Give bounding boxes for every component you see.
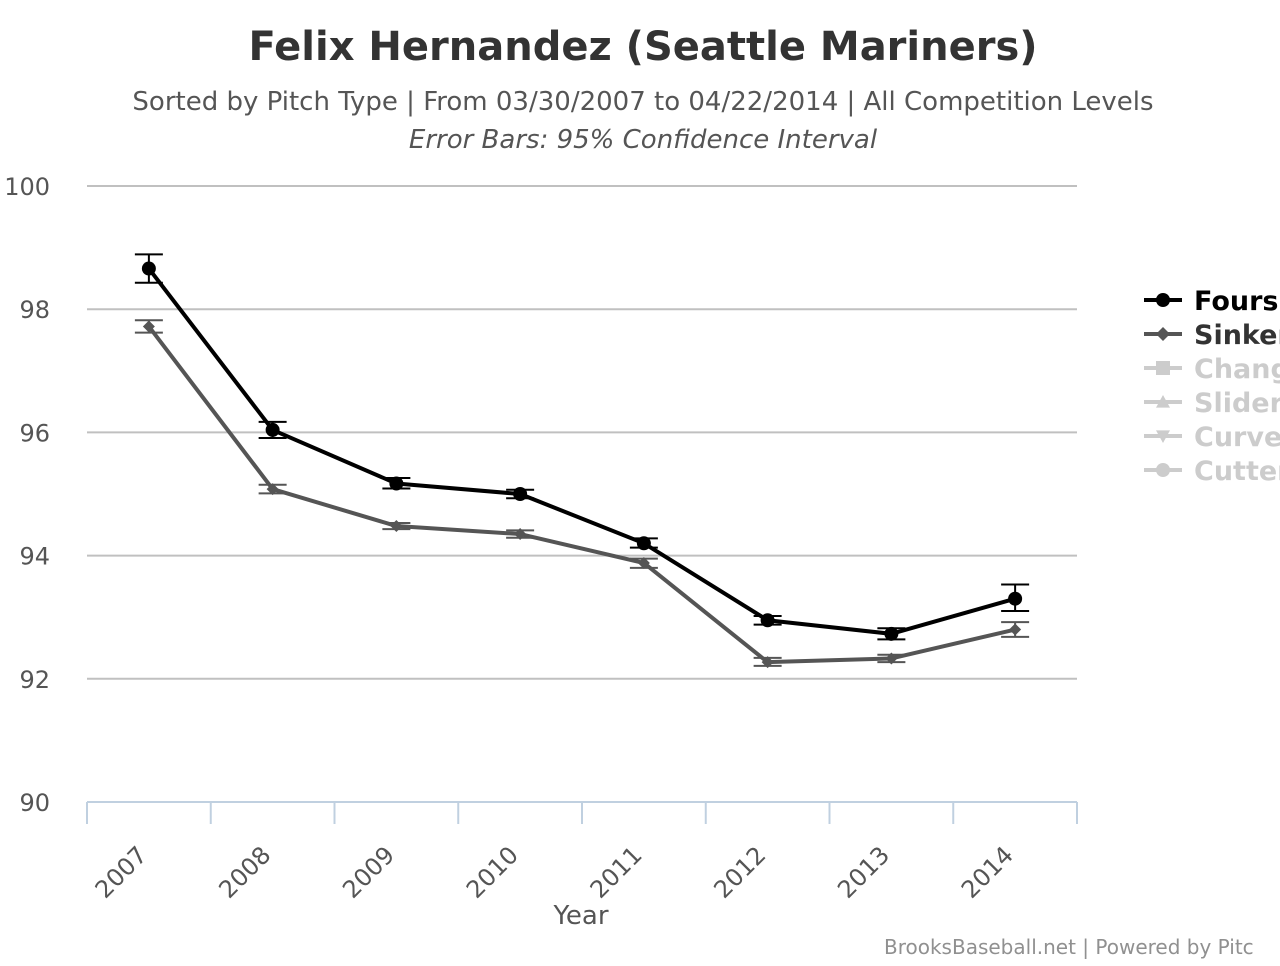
legend-item-slider[interactable]: Slider (1144, 388, 1280, 419)
y-tick-label: 94 (19, 543, 50, 571)
legend-label: Chang (1194, 354, 1280, 385)
data-point[interactable] (1008, 591, 1023, 606)
grid-lines (87, 185, 1077, 680)
legend-marker[interactable] (1156, 327, 1170, 341)
series-line-fours[interactable] (147, 267, 1016, 636)
series-fours (134, 253, 1030, 641)
data-point[interactable] (390, 520, 403, 533)
data-point[interactable] (884, 626, 899, 641)
legend-item-fours[interactable]: Fours (1144, 286, 1279, 317)
x-tick-label: 2012 (708, 841, 771, 904)
data-point[interactable] (141, 261, 156, 276)
series-line-sinker[interactable] (147, 325, 1016, 665)
legend-item-chang[interactable]: Chang (1144, 354, 1280, 385)
series-sinker (134, 319, 1030, 669)
x-tick-label: 2009 (337, 841, 400, 904)
legend-item-sinker[interactable]: Sinker (1144, 320, 1280, 351)
data-point[interactable] (265, 422, 280, 437)
x-tick-label: 2010 (461, 841, 524, 904)
data-point[interactable] (1009, 623, 1022, 636)
legend-marker[interactable] (1156, 293, 1170, 307)
data-point[interactable] (637, 556, 650, 569)
chart-subtitle: Sorted by Pitch Type | From 03/30/2007 t… (132, 87, 1153, 117)
data-point[interactable] (760, 613, 775, 628)
x-tick-label: 2014 (956, 841, 1019, 904)
x-axis: 2007 2008 2009 2010 2011 2012 2013 2014 (86, 801, 1078, 904)
y-tick-label: 96 (19, 419, 50, 447)
legend-label: Slider (1194, 388, 1280, 419)
legend-item-cutter[interactable]: Cutter (1144, 456, 1280, 487)
x-axis-label: Year (552, 901, 608, 931)
x-tick-label: 2013 (832, 841, 895, 904)
y-tick-label: 98 (19, 296, 50, 324)
legend-marker[interactable] (1156, 430, 1170, 443)
chart-title: Felix Hernandez (Seattle Mariners) (248, 24, 1037, 70)
legend-marker[interactable] (1156, 361, 1170, 375)
x-tick-label: 2011 (585, 841, 648, 904)
data-point[interactable] (266, 483, 279, 496)
legend-item-curve[interactable]: Curve (1144, 422, 1280, 453)
legend-label: Sinker (1194, 320, 1280, 351)
series-group (134, 253, 1030, 669)
legend-label: Cutter (1194, 456, 1280, 487)
y-axis-ticks: 90 92 94 96 98 100 (4, 173, 50, 817)
y-tick-label: 90 (19, 789, 50, 817)
data-point[interactable] (885, 652, 898, 665)
legend-marker[interactable] (1156, 463, 1170, 477)
chart-subtitle-error-bars: Error Bars: 95% Confidence Interval (409, 125, 878, 155)
data-point[interactable] (142, 320, 155, 333)
legend: FoursSinkerChangSliderCurveCutter (1144, 286, 1280, 487)
x-tick-label: 2008 (213, 841, 276, 904)
x-tick-label: 2007 (90, 841, 153, 904)
y-tick-label: 92 (19, 666, 50, 694)
legend-marker[interactable] (1156, 395, 1170, 408)
data-point[interactable] (513, 487, 528, 501)
data-point[interactable] (761, 656, 774, 669)
credit-text[interactable]: BrooksBaseball.net | Powered by Pitc (884, 935, 1254, 959)
data-point[interactable] (514, 528, 527, 541)
legend-label: Fours (1194, 286, 1279, 317)
y-tick-label: 100 (4, 173, 50, 201)
data-point[interactable] (636, 536, 651, 551)
data-point[interactable] (389, 476, 404, 491)
legend-label: Curve (1194, 422, 1280, 453)
